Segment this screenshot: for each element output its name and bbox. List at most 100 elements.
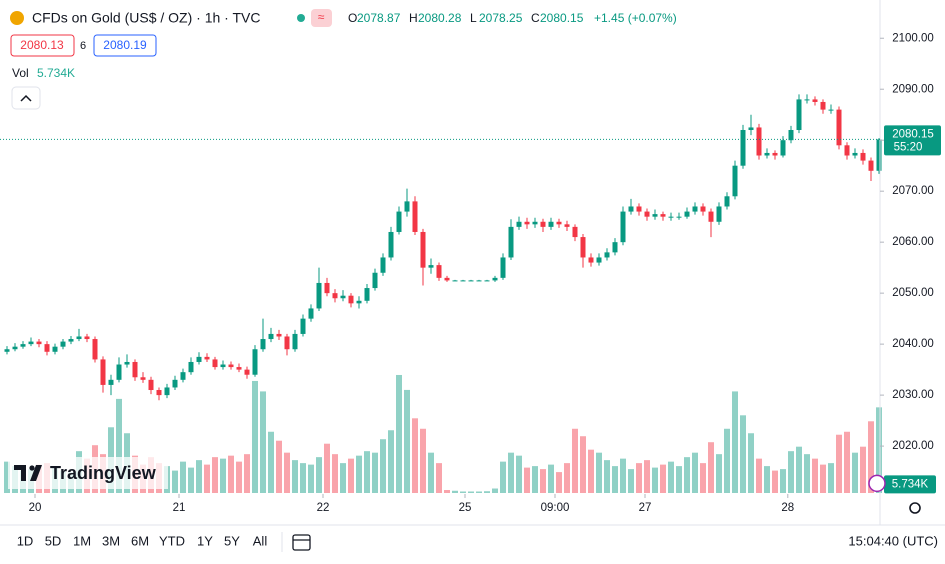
- range-button[interactable]: 1D: [17, 533, 34, 548]
- range-button[interactable]: All: [253, 533, 268, 548]
- volume-bar: [748, 433, 754, 493]
- volume-bar: [740, 415, 746, 493]
- volume-bar: [860, 446, 866, 493]
- candle-body: [588, 257, 594, 263]
- collapse-button[interactable]: [11, 86, 41, 110]
- range-button[interactable]: 5Y: [224, 533, 240, 548]
- candle-body: [604, 252, 610, 258]
- candle-body: [236, 367, 242, 370]
- volume-bar: [188, 467, 194, 493]
- candle-body: [204, 356, 210, 360]
- settings-icon[interactable]: [909, 502, 921, 514]
- bid-box[interactable]: [10, 34, 75, 57]
- symbol-icon: [10, 11, 24, 25]
- candle-body: [780, 140, 786, 156]
- collapse-icon: [20, 94, 32, 102]
- ohlc-legend: O 2078.87 H 2080.28 L 2078.25 C 2080.15 +1.45 (+…: [348, 11, 677, 25]
- candle-body: [676, 216, 682, 218]
- candle-body: [700, 206, 706, 212]
- candle-body: [876, 139, 882, 171]
- candle-body: [212, 359, 218, 368]
- volume-bar: [460, 491, 466, 493]
- volume-bar: [572, 428, 578, 493]
- volume-bar: [836, 434, 842, 493]
- volume-bar: [196, 460, 202, 493]
- volume-bar: [772, 470, 778, 493]
- volume-bar: [236, 461, 242, 493]
- candle-body: [820, 101, 826, 110]
- candle-body: [836, 109, 842, 146]
- range-button[interactable]: 5D: [45, 533, 62, 548]
- volume-bar: [476, 491, 482, 493]
- ohlc-label: C: [531, 11, 540, 25]
- volume-bar: [804, 454, 810, 493]
- volume-badge-label: 5.734K: [892, 478, 929, 490]
- candle-body: [372, 272, 378, 289]
- candle-body: [156, 390, 162, 396]
- volume-bar: [716, 454, 722, 493]
- ask-box[interactable]: [93, 34, 157, 57]
- ohlc-label: L: [470, 11, 477, 25]
- candle-body: [196, 356, 202, 362]
- candle-body: [220, 364, 226, 368]
- candle-body: [748, 127, 754, 131]
- volume-bar: [708, 442, 714, 493]
- candle-body: [804, 99, 810, 101]
- candle-body: [436, 265, 442, 278]
- volume-bar: [4, 461, 10, 493]
- candle-body: [660, 214, 666, 217]
- candle-body: [428, 265, 434, 268]
- status-badge: [311, 9, 332, 27]
- candle-body: [532, 221, 538, 225]
- volume-bar: [324, 443, 330, 493]
- volume-bar: [660, 464, 666, 493]
- candle-body: [516, 221, 522, 227]
- candle-body: [4, 349, 10, 352]
- volume-bar: [356, 455, 362, 493]
- range-button[interactable]: YTD: [159, 533, 185, 548]
- volume-bar: [212, 457, 218, 493]
- y-tick-label: 2030.00: [892, 389, 934, 401]
- ask: 2080.19: [103, 38, 147, 52]
- ohlc-label: O: [348, 11, 357, 25]
- volume-bar: [428, 452, 434, 493]
- range-button[interactable]: 3M: [102, 533, 120, 548]
- range-button[interactable]: 1M: [73, 533, 91, 548]
- y-tick-label: 2100.00: [892, 32, 934, 44]
- range-button[interactable]: 6M: [131, 533, 149, 548]
- volume-bar: [380, 439, 386, 493]
- candle-body: [412, 201, 418, 232]
- candle-body: [84, 336, 90, 340]
- volume-badge: [884, 475, 936, 494]
- volume-bar: [620, 458, 626, 493]
- candle-body: [356, 300, 362, 304]
- range-button[interactable]: 1Y: [197, 533, 213, 548]
- volume-bar: [252, 380, 258, 493]
- volume-bar: [404, 389, 410, 493]
- candle-body: [300, 318, 306, 334]
- candle-body: [492, 277, 498, 281]
- candle-body: [524, 221, 530, 225]
- volume-bar: [756, 458, 762, 493]
- candle-body: [380, 257, 386, 273]
- candle-body: [228, 364, 234, 368]
- candle-body: [260, 339, 266, 350]
- volume-bar: [868, 421, 874, 493]
- date-range-icon[interactable]: [292, 534, 311, 551]
- volume-bar: [452, 490, 458, 493]
- volume-bar: [444, 490, 450, 493]
- volume-bar: [492, 488, 498, 493]
- volume-value: 5.734K: [37, 66, 75, 80]
- candle-body: [548, 221, 554, 227]
- volume-bar: [812, 458, 818, 493]
- candle-body: [716, 206, 722, 222]
- volume-bar: [628, 469, 634, 493]
- volume-bar: [540, 469, 546, 493]
- volume-bar: [484, 491, 490, 493]
- volume-bar: [348, 458, 354, 493]
- volume-bar: [508, 452, 514, 493]
- candle-body: [756, 127, 762, 156]
- volume-bar: [700, 463, 706, 493]
- candle-body: [644, 211, 650, 217]
- candle-body: [868, 160, 874, 171]
